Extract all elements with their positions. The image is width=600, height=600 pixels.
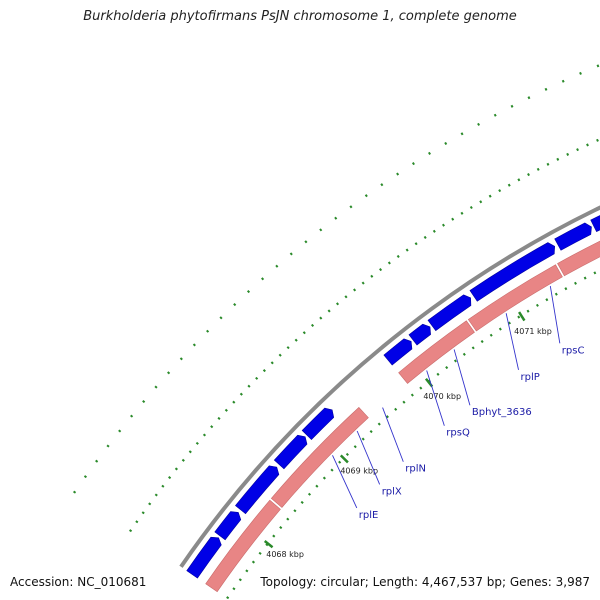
forward-gene-5 (383, 338, 413, 366)
scale-tick-1 (339, 454, 349, 464)
gene-leader-1 (356, 430, 381, 485)
reverse-gene-4 (557, 240, 600, 277)
gene-label-rpsc: rpsC (562, 345, 585, 356)
gene-leader-5 (505, 313, 519, 370)
reverse-gene-0 (205, 499, 281, 593)
outer-sparse-ring (73, 63, 600, 494)
forward-gene-9 (554, 222, 592, 251)
gene-leader-6 (549, 286, 561, 344)
genome-backbone (179, 205, 600, 568)
forward-gene-1 (214, 511, 242, 541)
scale-tick-3 (518, 311, 526, 322)
forward-gene-7 (427, 294, 472, 332)
forward-gene-4 (301, 407, 335, 440)
reverse-gene-1 (270, 406, 369, 508)
forward-gene-0 (186, 536, 222, 579)
gene-label-rple: rplE (359, 510, 379, 521)
gene-label-bphyt_3636: Bphyt_3636 (472, 407, 532, 418)
forward-gene-10 (590, 215, 600, 233)
gene-leader-4 (453, 349, 471, 406)
scale-label-1: 4069 kbp (340, 467, 378, 476)
gene-label-rpsq: rpsQ (446, 428, 470, 439)
forward-gene-8 (469, 242, 555, 302)
gene-leader-3 (426, 370, 445, 426)
gene-leader-2 (382, 407, 404, 462)
map-title: Burkholderia phytofirmans PsJN chromosom… (83, 9, 517, 24)
gene-leader-0 (332, 455, 358, 509)
accession-label: Accession: NC_010681 (10, 575, 147, 589)
gene-label-rplx: rplX (382, 486, 402, 497)
scale-label-0: 4068 kbp (266, 550, 304, 559)
scale-label-3: 4071 kbp (514, 327, 552, 336)
scale-tick-0 (263, 540, 274, 549)
scale-label-2: 4070 kbp (423, 392, 461, 401)
forward-gene-6 (408, 323, 431, 346)
forward-gene-2 (235, 465, 280, 515)
gene-label-rpln: rplN (405, 464, 426, 475)
forward-gene-3 (273, 434, 308, 470)
genome-summary-label: Topology: circular; Length: 4,467,537 bp… (260, 575, 590, 589)
reverse-gene-3 (467, 264, 563, 332)
gene-label-rplp: rplP (521, 372, 540, 383)
reverse-gene-2 (398, 320, 475, 384)
